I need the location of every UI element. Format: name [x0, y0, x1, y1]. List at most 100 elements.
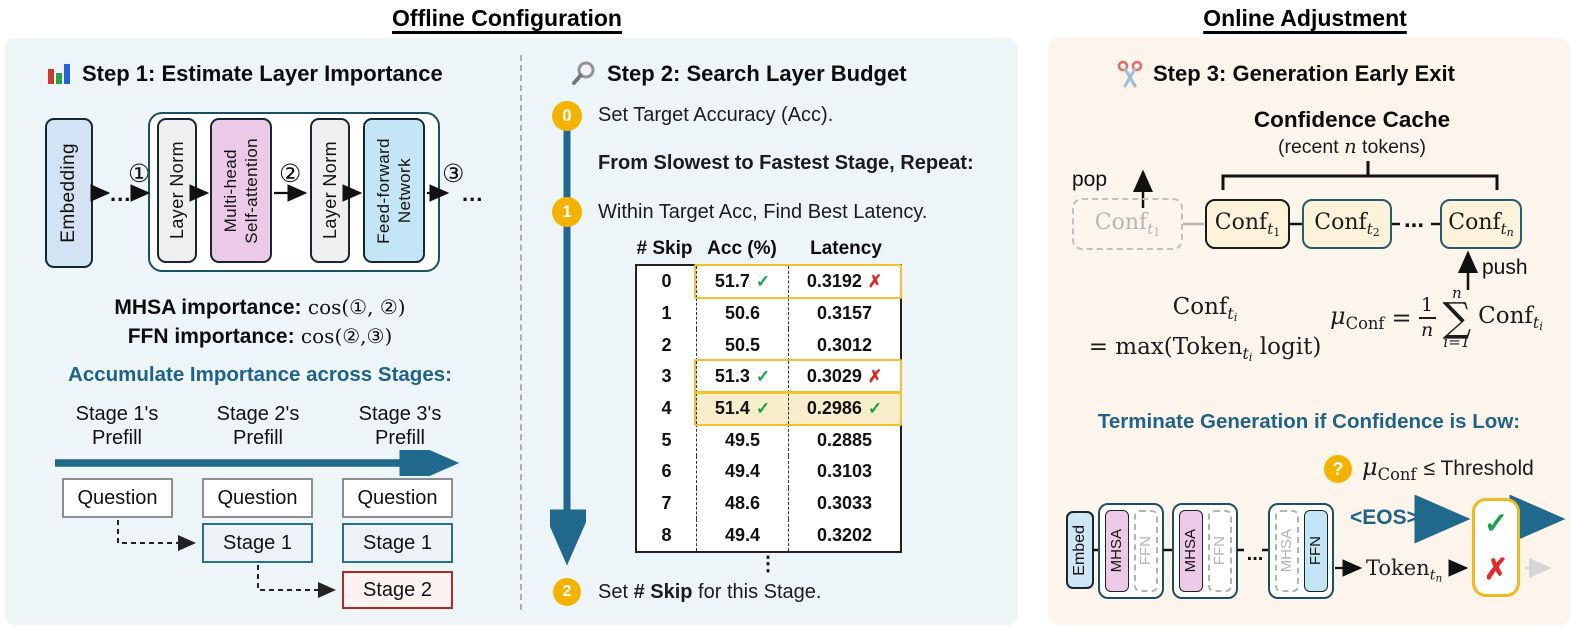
cell-skip: 1 — [661, 303, 672, 323]
conf-box-t1: Conft1 — [1205, 199, 1290, 249]
mhsa-importance-colon: : — [294, 296, 302, 319]
equals-sign: = — [1391, 304, 1412, 332]
cross-icon: ✗ — [1483, 554, 1509, 587]
stage1-box-col3: Stage 1 — [342, 523, 453, 563]
step2-repeat-line: From Slowest to Fastest Stage, Repeat: — [598, 152, 974, 174]
f1-post: logit) — [1252, 334, 1322, 361]
cell-latency: 0.3192 ✗ — [788, 266, 900, 298]
mhsa-active-block: MHSA — [1104, 510, 1129, 592]
table-header-acc: Acc (%) — [707, 238, 777, 259]
table-row: 3 51.3 ✓ 0.3029 ✗ — [637, 361, 900, 393]
pipeline-layer-n: MHSA FFN — [1268, 503, 1334, 599]
cell-acc: 49.4 — [696, 456, 788, 488]
check-icon: ✓ — [755, 398, 771, 418]
cross-icon: ✗ — [867, 271, 883, 291]
stage3-prefill-line1: Stage 3's — [358, 403, 442, 425]
formula1-line2: = max(Tokenti logit) — [1080, 332, 1330, 372]
cache-subtitle-pre: (recent — [1277, 136, 1345, 158]
formula1-line1: Confti — [1080, 292, 1330, 332]
conf-idx: 1 — [1153, 225, 1161, 239]
ffn-importance-line: FFN importance: cos(②,③) — [40, 323, 480, 352]
table-row: 5 49.5 0.2885 — [637, 424, 900, 457]
pop-label: pop — [1072, 168, 1108, 191]
table-row: 1 50.6 0.3157 — [637, 297, 900, 330]
eos-token-label: <EOS> — [1350, 506, 1419, 529]
cell-latency: 0.2986 ✓ — [788, 392, 900, 425]
cond-mu: μ — [1362, 453, 1378, 481]
sum-conf-sub: t — [1532, 312, 1540, 332]
cond-rest: ≤ Threshold — [1423, 456, 1534, 480]
conf-definition-formula: Confti = max(Tokenti logit) — [1080, 292, 1330, 372]
mu-sub: Conf — [1345, 314, 1385, 334]
cell-acc: 51.4 ✓ — [696, 392, 788, 425]
flow-dots-right: ... — [462, 181, 484, 206]
latency-value: 0.3192 — [806, 271, 862, 292]
cell-acc: 49.5 — [696, 424, 788, 457]
check-icon: ✓ — [755, 271, 771, 291]
cell-skip: 6 — [661, 461, 672, 482]
step2-badge-1: 1 — [552, 197, 582, 227]
ffn-skipped-block: FFN — [1133, 510, 1158, 592]
token-idx: n — [1435, 572, 1443, 585]
step1-title: Step 1: Estimate Layer Importance — [46, 60, 443, 87]
latency-value: 0.3157 — [816, 303, 873, 323]
latency-value: 0.3033 — [816, 493, 873, 514]
cell-skip: 3 — [661, 366, 672, 387]
step2-badge-0: 0 — [552, 101, 582, 131]
cell-skip: 4 — [661, 398, 672, 419]
offline-configuration-header: Offline Configuration — [392, 5, 622, 31]
conf-box-t2-label: Conft2 — [1314, 210, 1379, 239]
exit-decision-box: ✓ ✗ — [1472, 498, 1520, 597]
sum-conf-idx: i — [1539, 319, 1543, 334]
circled-1: ① — [128, 160, 151, 188]
f1-sub: t — [1227, 304, 1234, 323]
mhsa-skipped-block: MHSA — [1274, 510, 1299, 592]
cell-skip: 5 — [661, 429, 672, 450]
cell-latency: 0.3012 — [788, 329, 900, 362]
step2-item-2-bold: # Skip — [633, 581, 693, 603]
summation: n ∑ i=1 — [1443, 286, 1472, 350]
conf-idx: 1 — [1273, 225, 1281, 239]
sum-conf-base: Conf — [1478, 302, 1533, 329]
conf-base: Conf — [1094, 209, 1148, 235]
table-header-latency: Latency — [810, 238, 882, 259]
cell-skip: 7 — [661, 493, 672, 514]
stage1-box-col2: Stage 1 — [202, 523, 313, 563]
conf-sub: t — [1147, 219, 1154, 238]
cache-dots: ... — [1403, 206, 1424, 233]
fraction-bar — [1418, 317, 1436, 319]
magnifier-icon — [572, 61, 595, 85]
f1-base: Conf — [1172, 294, 1228, 320]
acc-value: 50.6 — [724, 303, 761, 323]
cell-latency: 0.3029 ✗ — [788, 361, 900, 393]
latency-value: 0.3012 — [816, 334, 873, 355]
cell-acc: 51.7 ✓ — [696, 266, 788, 298]
check-icon: ✓ — [1483, 507, 1509, 540]
circled-3: ③ — [442, 160, 465, 188]
latency-value: 0.3103 — [816, 461, 873, 482]
f1-idx2: i — [1248, 350, 1253, 365]
stage1-prefill-label: Stage 1's Prefill — [57, 402, 177, 450]
confidence-cache-title: Confidence Cache — [1253, 107, 1451, 132]
conf-box-tn: Conftn — [1440, 199, 1522, 249]
scissors-icon — [1117, 60, 1143, 88]
conf-base: Conf — [1448, 209, 1501, 235]
mu-term: μConf — [1330, 302, 1384, 333]
pipeline-dots: ... — [1246, 543, 1264, 565]
conf-base: Conf — [1214, 209, 1268, 235]
step2-title: Step 2: Search Layer Budget — [570, 60, 907, 88]
stage2-prefill-line2: Prefill — [232, 427, 283, 449]
stage2-box-col3: Stage 2 — [342, 571, 453, 609]
ffn-block: Feed-forward Network — [363, 118, 425, 263]
cell-latency: 0.3033 — [788, 487, 900, 520]
ffn-active-block: FFN — [1303, 510, 1328, 592]
cache-subtitle-n: n — [1344, 135, 1357, 158]
conf-box-t2: Conft2 — [1302, 199, 1392, 249]
popped-conf-box: Conft1 — [1072, 198, 1183, 250]
step3-title: Step 3: Generation Early Exit — [1116, 60, 1455, 88]
token-base: Token — [1366, 556, 1430, 580]
step2-item-1: Within Target Acc, Find Best Latency. — [598, 201, 928, 223]
latency-value: 0.2986 — [806, 398, 862, 419]
conf-sub: t — [1366, 219, 1373, 238]
